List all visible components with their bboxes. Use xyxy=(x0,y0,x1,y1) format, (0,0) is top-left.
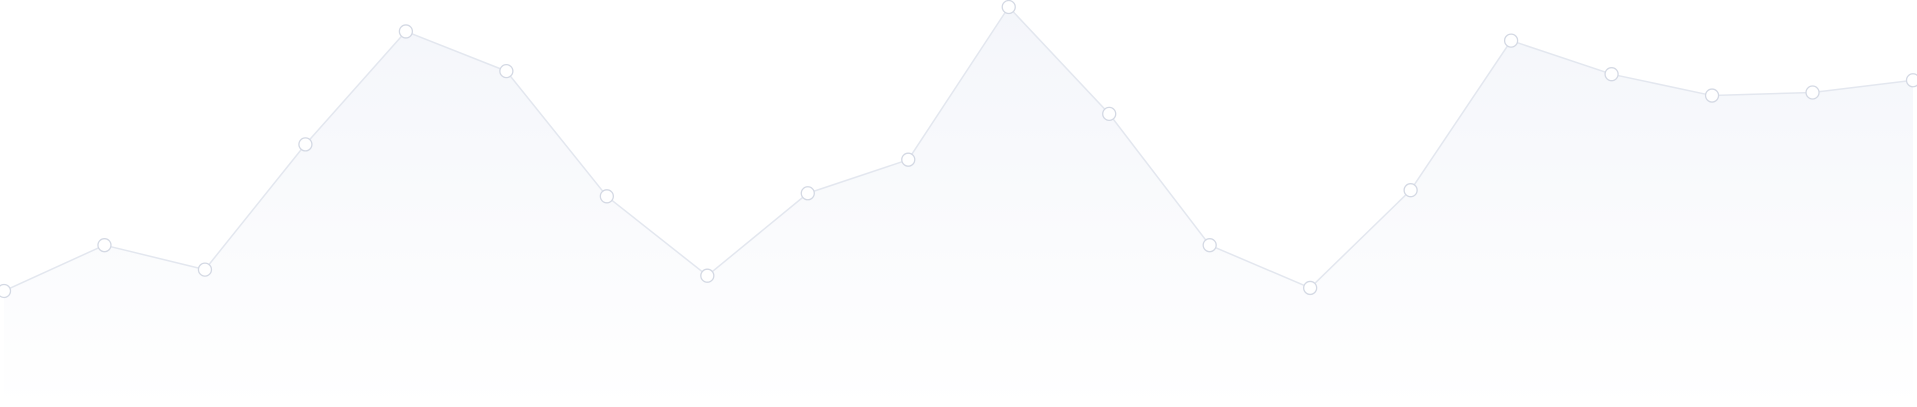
data-point-8 xyxy=(700,268,715,283)
data-point-12 xyxy=(1102,106,1117,122)
data-point-20 xyxy=(1905,73,1917,88)
data-point-5 xyxy=(398,24,414,39)
data-point-9 xyxy=(800,186,815,201)
data-point-18 xyxy=(1704,88,1720,103)
data-point-16 xyxy=(1503,33,1519,48)
data-point-3 xyxy=(197,262,213,277)
data-point-7 xyxy=(599,189,614,204)
data-point-10 xyxy=(901,152,916,167)
data-point-14 xyxy=(1303,280,1318,296)
data-point-11 xyxy=(1001,0,1016,15)
data-point-15 xyxy=(1403,183,1418,198)
data-point-13 xyxy=(1202,238,1217,253)
data-point-19 xyxy=(1805,85,1820,100)
data-point-6 xyxy=(499,63,514,79)
data-point-1 xyxy=(0,283,12,299)
point-layer xyxy=(0,0,1917,299)
data-point-17 xyxy=(1604,67,1619,82)
area-layer xyxy=(4,7,1913,407)
series-area xyxy=(4,7,1913,407)
series-line xyxy=(3,6,1914,292)
data-point-4 xyxy=(298,137,313,152)
data-point-2 xyxy=(97,238,112,253)
line-layer xyxy=(3,6,1914,292)
